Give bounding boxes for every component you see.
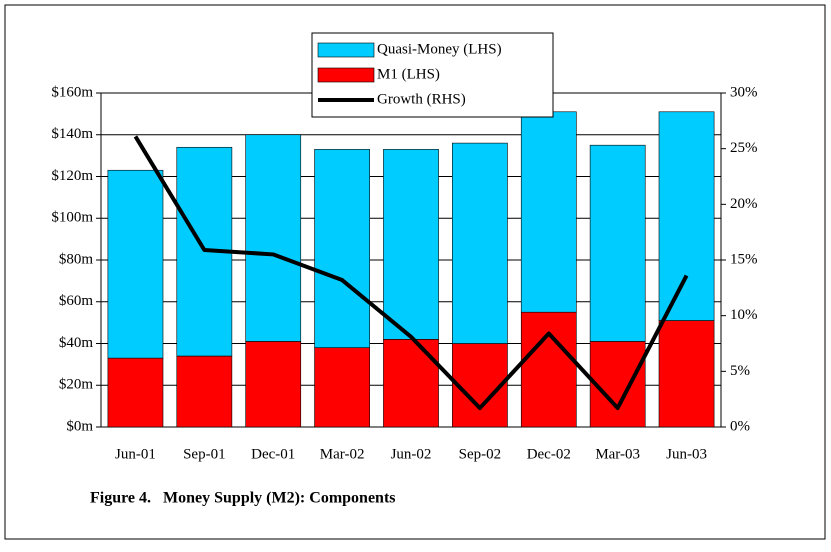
x-tick-label: Dec-02 xyxy=(527,446,571,462)
y2-tick-label: 5% xyxy=(730,363,750,379)
legend-swatch xyxy=(317,42,375,58)
bar xyxy=(383,339,439,428)
legend-label: Growth (RHS) xyxy=(377,91,466,107)
x-tick-label: Jun-02 xyxy=(391,446,432,462)
x-tick-label: Dec-01 xyxy=(251,446,295,462)
x-tick-label: Mar-03 xyxy=(595,446,640,462)
x-tick-label: Mar-02 xyxy=(320,446,365,462)
legend-label: M1 (LHS) xyxy=(377,66,440,82)
bar xyxy=(589,341,646,428)
y2-tick-label: 10% xyxy=(730,307,758,323)
bar xyxy=(314,347,370,428)
bar xyxy=(658,320,715,428)
bar xyxy=(314,149,370,348)
y2-tick-label: 0% xyxy=(730,418,750,434)
bar xyxy=(107,169,164,359)
bar xyxy=(658,111,715,321)
y-tick-label: $160m xyxy=(51,84,93,100)
bar xyxy=(520,111,577,313)
bar xyxy=(589,144,646,342)
bar xyxy=(520,311,577,428)
y2-tick-label: 25% xyxy=(730,140,758,156)
y2-tick-label: 15% xyxy=(730,251,758,267)
legend-swatch xyxy=(317,67,375,83)
x-tick-label: Sep-02 xyxy=(459,446,502,462)
y-tick-label: $80m xyxy=(59,251,94,267)
bar xyxy=(452,142,508,344)
line xyxy=(133,135,689,411)
y2-tick-label: 20% xyxy=(730,196,758,212)
bar xyxy=(176,355,233,428)
x-tick-label: Jun-01 xyxy=(115,446,156,462)
x-tick-label: Jun-03 xyxy=(666,446,707,462)
y-tick-label: $140m xyxy=(51,126,93,142)
x-tick-label: Sep-01 xyxy=(183,446,226,462)
y-tick-label: $100m xyxy=(51,210,93,226)
y-tick-label: $120m xyxy=(51,168,93,184)
y-tick-label: $20m xyxy=(59,377,94,393)
chart-title: Figure 4. Money Supply (M2): Components xyxy=(90,490,396,507)
bar xyxy=(245,341,302,428)
y-tick-label: $60m xyxy=(59,293,94,309)
y2-tick-label: 30% xyxy=(730,84,758,100)
bar xyxy=(245,134,302,342)
y-tick-label: $40m xyxy=(59,335,94,351)
y-tick-label: $0m xyxy=(66,418,93,434)
bar xyxy=(383,149,439,340)
bar xyxy=(107,357,164,428)
legend-label: Quasi-Money (LHS) xyxy=(377,41,502,57)
